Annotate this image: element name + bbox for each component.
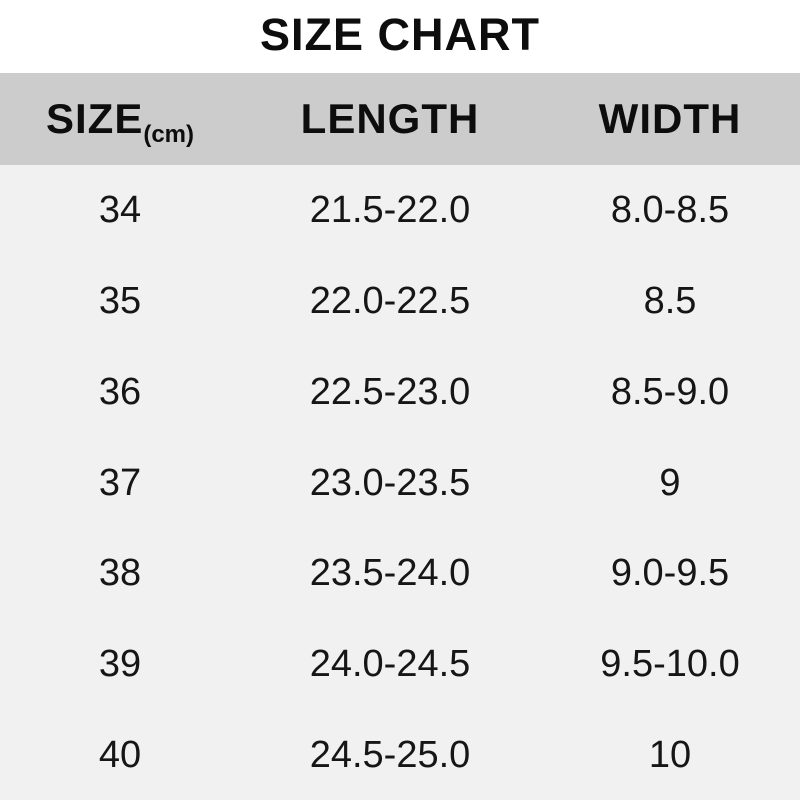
length-column-label: LENGTH xyxy=(300,95,480,142)
cell-length: 24.0-24.5 xyxy=(309,642,471,685)
table-row: 38 23.5-24.0 9.0-9.5 xyxy=(0,528,800,619)
title-bar: SIZE CHART xyxy=(0,0,800,73)
cell-length: 22.0-22.5 xyxy=(309,280,471,323)
cell-length: 23.5-24.0 xyxy=(309,552,471,595)
header-cell-width: WIDTH xyxy=(540,98,800,140)
cell-width: 9.0-9.5 xyxy=(610,552,730,595)
cell-size: 35 xyxy=(98,280,142,323)
cell-size: 34 xyxy=(98,189,142,232)
cell-width: 8.0-8.5 xyxy=(610,189,730,232)
table-row: 34 21.5-22.0 8.0-8.5 xyxy=(0,165,800,256)
table-row: 36 22.5-23.0 8.5-9.0 xyxy=(0,346,800,437)
page-title: SIZE CHART xyxy=(260,8,540,60)
cell-length: 22.5-23.0 xyxy=(309,370,471,413)
size-table-body: 34 21.5-22.0 8.0-8.5 35 22.0-22.5 8.5 36… xyxy=(0,165,800,800)
cell-width: 8.5-9.0 xyxy=(610,370,730,413)
cell-width: 10 xyxy=(648,733,692,776)
header-cell-length: LENGTH xyxy=(240,98,540,140)
cell-size: 39 xyxy=(98,642,142,685)
header-cell-size: SIZE (cm) xyxy=(0,95,240,147)
table-header-row: SIZE (cm) LENGTH WIDTH xyxy=(0,73,800,165)
table-row: 39 24.0-24.5 9.5-10.0 xyxy=(0,619,800,710)
table-row: 35 22.0-22.5 8.5 xyxy=(0,256,800,347)
cell-width: 9 xyxy=(659,461,681,504)
size-unit-label: (cm) xyxy=(143,121,195,148)
cell-size: 37 xyxy=(98,461,142,504)
table-row: 37 23.0-23.5 9 xyxy=(0,437,800,528)
table-row: 40 24.5-25.0 10 xyxy=(0,709,800,800)
width-column-label: WIDTH xyxy=(598,95,742,142)
cell-width: 8.5 xyxy=(643,280,697,323)
cell-size: 38 xyxy=(98,552,142,595)
cell-length: 24.5-25.0 xyxy=(309,733,471,776)
cell-length: 23.0-23.5 xyxy=(309,461,471,504)
cell-size: 36 xyxy=(98,370,142,413)
cell-length: 21.5-22.0 xyxy=(309,189,471,232)
size-column-label: SIZE xyxy=(45,95,144,142)
cell-width: 9.5-10.0 xyxy=(600,642,740,685)
cell-size: 40 xyxy=(98,733,142,776)
